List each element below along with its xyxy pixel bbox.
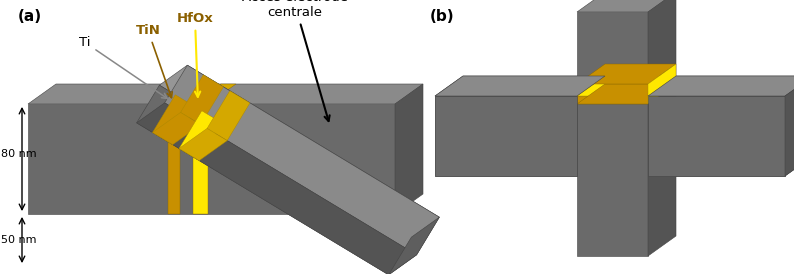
Polygon shape <box>577 76 676 96</box>
Polygon shape <box>577 64 676 84</box>
Polygon shape <box>164 65 439 255</box>
Polygon shape <box>152 95 195 145</box>
Polygon shape <box>179 129 227 161</box>
Polygon shape <box>137 85 411 274</box>
Text: 50 nm: 50 nm <box>1 235 37 245</box>
Polygon shape <box>193 84 236 104</box>
Text: Accès électrode
centrale: Accès électrode centrale <box>242 0 348 121</box>
Text: HfOx: HfOx <box>176 12 214 97</box>
Polygon shape <box>785 76 794 176</box>
Polygon shape <box>28 84 423 104</box>
Text: TiN: TiN <box>136 24 172 98</box>
Polygon shape <box>160 65 439 237</box>
Polygon shape <box>435 96 577 176</box>
Polygon shape <box>648 64 676 104</box>
Polygon shape <box>395 84 423 214</box>
Polygon shape <box>207 91 250 141</box>
Polygon shape <box>577 84 648 96</box>
Polygon shape <box>168 104 180 214</box>
Polygon shape <box>648 96 785 176</box>
Polygon shape <box>577 84 676 104</box>
Polygon shape <box>28 104 395 214</box>
Polygon shape <box>168 84 208 104</box>
Polygon shape <box>577 0 676 12</box>
Polygon shape <box>179 111 222 161</box>
Text: (a): (a) <box>18 9 42 24</box>
Polygon shape <box>577 96 648 104</box>
Text: 80 nm: 80 nm <box>1 149 37 159</box>
Polygon shape <box>785 76 794 176</box>
Polygon shape <box>435 96 785 176</box>
Polygon shape <box>435 76 605 96</box>
Text: (b): (b) <box>430 9 455 24</box>
Polygon shape <box>648 0 676 256</box>
Polygon shape <box>152 112 201 145</box>
Polygon shape <box>388 217 439 274</box>
Polygon shape <box>435 76 794 96</box>
Polygon shape <box>137 103 417 274</box>
Polygon shape <box>180 75 223 125</box>
Text: Ti: Ti <box>79 36 168 98</box>
Polygon shape <box>577 12 648 256</box>
Polygon shape <box>648 76 794 96</box>
Polygon shape <box>193 104 208 214</box>
